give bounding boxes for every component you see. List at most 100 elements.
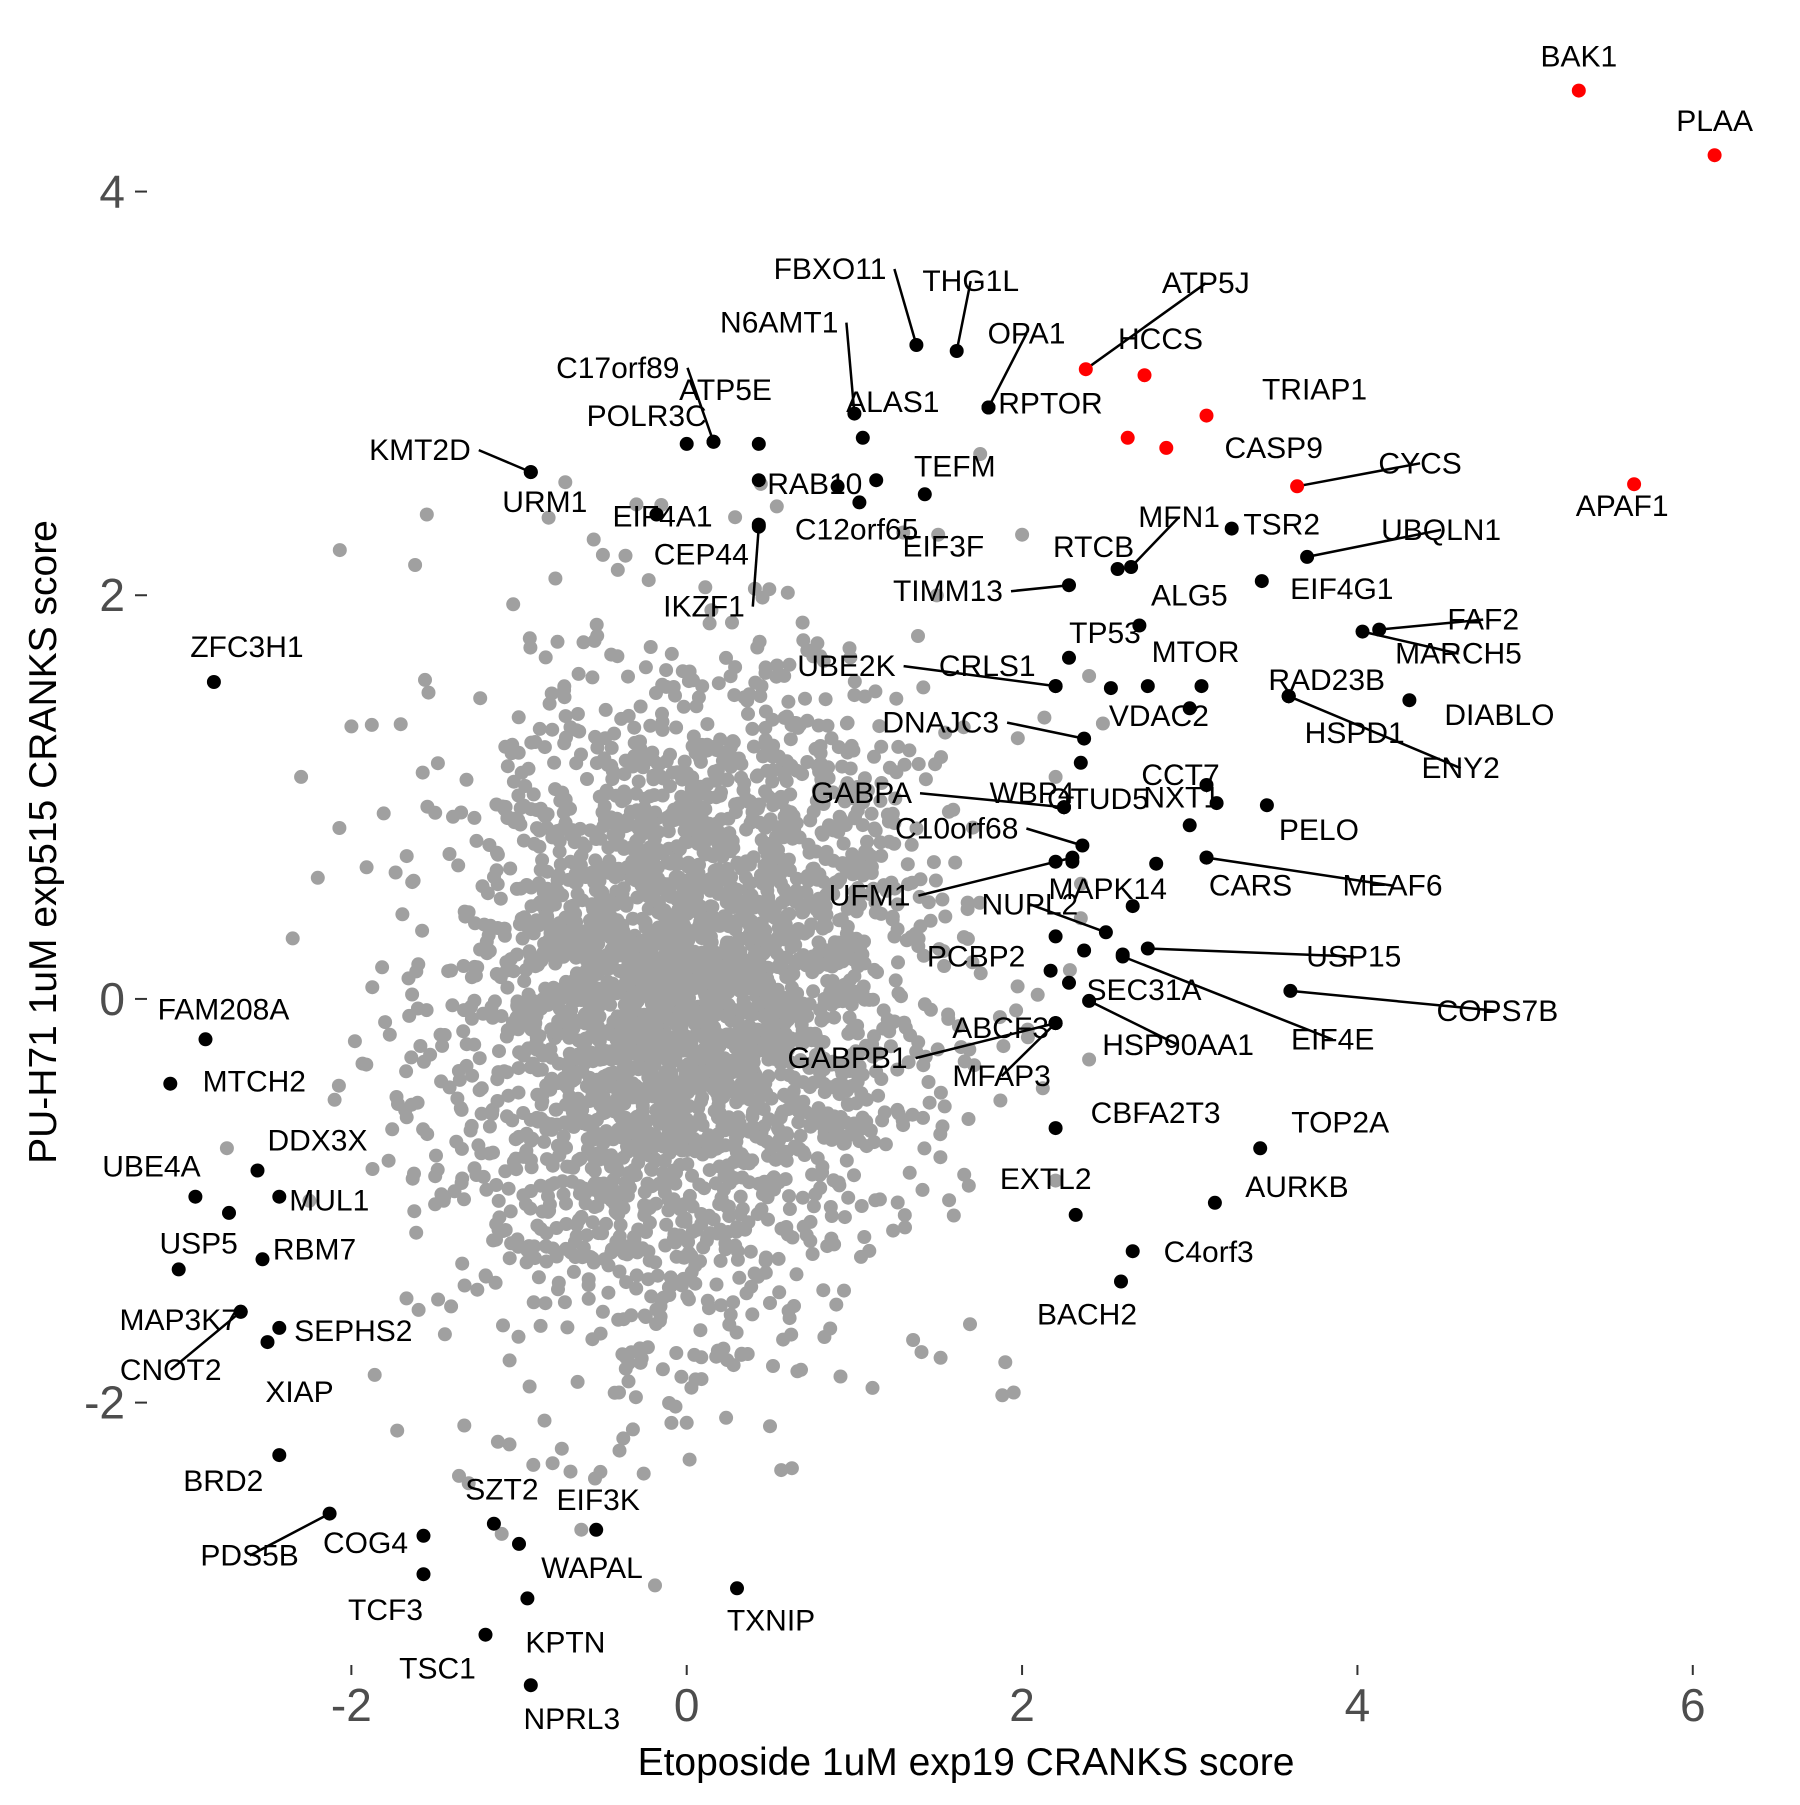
background-point	[584, 1014, 599, 1029]
background-point	[285, 931, 300, 946]
background-point	[596, 819, 611, 834]
background-point	[795, 1190, 810, 1205]
background-point	[658, 973, 673, 988]
gene-label-bak1: BAK1	[1540, 41, 1617, 74]
background-point	[936, 944, 951, 959]
background-point	[689, 699, 704, 714]
background-point	[615, 1347, 630, 1362]
background-point	[526, 1457, 541, 1472]
background-point	[720, 772, 735, 787]
leader-line-nupl2	[1029, 903, 1107, 934]
background-point	[606, 1182, 621, 1197]
background-point	[759, 739, 774, 754]
background-point	[635, 911, 649, 926]
background-point	[669, 839, 684, 854]
background-point	[818, 692, 833, 707]
background-point	[640, 1340, 655, 1355]
background-point	[457, 1278, 472, 1293]
background-point	[835, 759, 850, 774]
background-point	[569, 1229, 584, 1244]
background-point	[965, 820, 980, 835]
background-point	[637, 1091, 652, 1106]
background-point	[616, 841, 631, 856]
background-point	[937, 959, 952, 973]
background-point	[645, 956, 660, 971]
background-point	[813, 649, 828, 664]
leader-line-c17orf89	[686, 367, 715, 443]
gene-label-ube2k: UBE2K	[797, 650, 895, 683]
background-point	[817, 1330, 832, 1344]
background-point	[833, 1110, 848, 1124]
background-point	[762, 837, 777, 851]
background-point	[731, 796, 745, 811]
background-point	[933, 1350, 948, 1365]
background-point	[751, 997, 766, 1012]
background-point	[793, 1128, 808, 1143]
background-point	[777, 668, 792, 683]
background-point	[598, 987, 613, 1002]
background-point	[570, 707, 585, 721]
gene-point-rptor	[981, 400, 996, 415]
background-point	[508, 1132, 523, 1147]
gene-label-cog4: COG4	[323, 1527, 408, 1560]
background-point	[1082, 669, 1097, 683]
gene-point-bach2	[1114, 1274, 1128, 1289]
background-point	[793, 1053, 808, 1068]
background-point	[496, 1318, 510, 1333]
gene-point-tsc1	[478, 1627, 493, 1642]
background-point	[579, 1046, 594, 1061]
background-point	[651, 905, 666, 920]
background-point	[967, 1058, 982, 1073]
background-point	[826, 823, 841, 838]
gene-point-alas1	[855, 430, 870, 445]
background-point	[672, 984, 687, 999]
gene-point-vdac2	[1103, 681, 1118, 696]
background-point	[481, 928, 496, 943]
background-point	[523, 802, 538, 817]
background-point	[942, 1193, 957, 1208]
background-point	[655, 879, 670, 894]
background-point	[633, 699, 648, 714]
gene-label-nxt1: NXT1	[1143, 781, 1220, 814]
background-point	[529, 1008, 544, 1023]
gene-label-mtch2: MTCH2	[203, 1066, 306, 1099]
background-point	[761, 933, 776, 948]
background-point	[935, 892, 950, 907]
background-point	[996, 1039, 1011, 1054]
gene-point-dnajc3	[1077, 731, 1092, 746]
background-point	[399, 1291, 414, 1306]
background-point	[872, 1046, 887, 1061]
background-point	[1048, 769, 1063, 784]
background-point	[519, 963, 533, 977]
background-point	[492, 1044, 506, 1059]
background-point	[616, 1066, 631, 1081]
leader-line-hsp90aa1	[1088, 999, 1179, 1047]
gene-point-eny2	[1281, 689, 1296, 704]
background-point	[633, 1355, 648, 1370]
background-point	[585, 1215, 600, 1230]
background-point	[388, 865, 403, 880]
background-point	[758, 720, 773, 735]
background-point	[993, 1093, 1008, 1108]
background-point	[1030, 987, 1045, 1002]
background-point	[659, 679, 674, 694]
background-point	[911, 757, 926, 771]
background-point	[662, 1085, 677, 1100]
background-point	[788, 957, 803, 972]
background-point	[1009, 1003, 1024, 1018]
background-point	[635, 1044, 650, 1059]
background-point	[610, 562, 625, 577]
background-point	[509, 1162, 524, 1177]
background-point	[750, 947, 765, 962]
gene-label-timm13: TIMM13	[893, 575, 1003, 608]
background-point	[643, 640, 658, 654]
background-point	[855, 1067, 870, 1082]
background-point	[458, 909, 473, 924]
background-point	[782, 1068, 796, 1083]
gene-point-usp5	[171, 1262, 186, 1277]
background-point	[995, 1388, 1010, 1403]
gene-label-pcbp2: PCBP2	[927, 941, 1025, 974]
background-point	[663, 1139, 678, 1154]
background-point	[929, 588, 944, 603]
y-tick-label: 4	[99, 166, 125, 218]
